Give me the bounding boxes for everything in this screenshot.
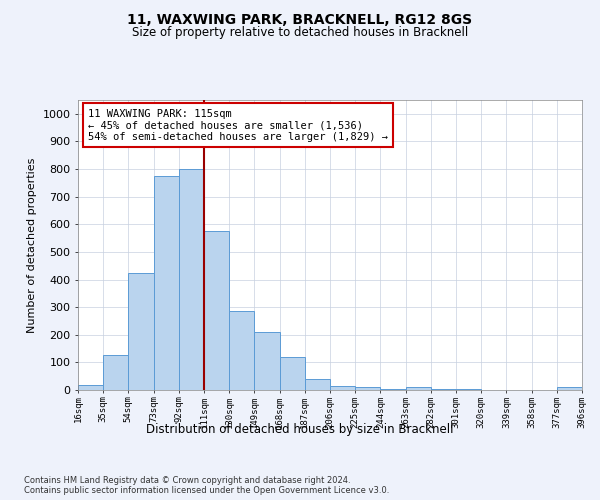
- Bar: [355, 387, 380, 390]
- Bar: [179, 169, 204, 390]
- Bar: [254, 332, 280, 390]
- Bar: [557, 387, 582, 390]
- Bar: [456, 388, 481, 390]
- Bar: [229, 312, 254, 390]
- Bar: [305, 379, 330, 390]
- Bar: [103, 356, 128, 390]
- Bar: [280, 357, 305, 390]
- Bar: [128, 272, 154, 390]
- Bar: [330, 386, 355, 390]
- Bar: [431, 388, 456, 390]
- Y-axis label: Number of detached properties: Number of detached properties: [27, 158, 37, 332]
- Text: Distribution of detached houses by size in Bracknell: Distribution of detached houses by size …: [146, 422, 454, 436]
- Bar: [204, 231, 229, 390]
- Bar: [78, 385, 103, 390]
- Text: Contains HM Land Registry data © Crown copyright and database right 2024.: Contains HM Land Registry data © Crown c…: [24, 476, 350, 485]
- Bar: [406, 387, 431, 390]
- Text: Size of property relative to detached houses in Bracknell: Size of property relative to detached ho…: [132, 26, 468, 39]
- Text: 11, WAXWING PARK, BRACKNELL, RG12 8GS: 11, WAXWING PARK, BRACKNELL, RG12 8GS: [127, 12, 473, 26]
- Bar: [154, 176, 179, 390]
- Bar: [380, 388, 406, 390]
- Text: Contains public sector information licensed under the Open Government Licence v3: Contains public sector information licen…: [24, 486, 389, 495]
- Text: 11 WAXWING PARK: 115sqm
← 45% of detached houses are smaller (1,536)
54% of semi: 11 WAXWING PARK: 115sqm ← 45% of detache…: [88, 108, 388, 142]
